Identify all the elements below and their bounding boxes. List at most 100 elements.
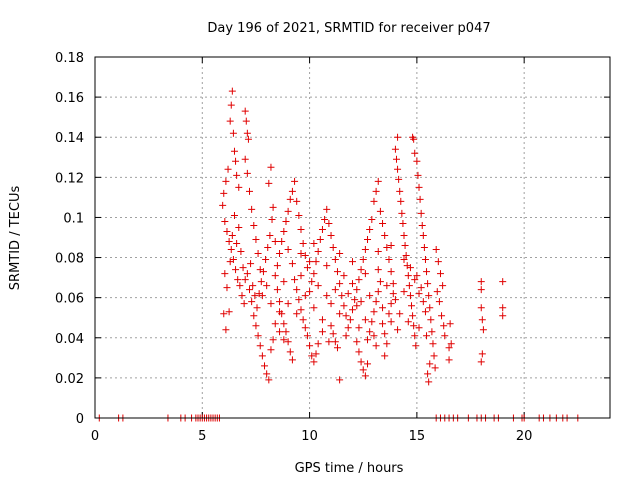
data-point bbox=[312, 258, 320, 266]
data-point bbox=[415, 324, 423, 332]
data-point bbox=[364, 336, 372, 344]
data-point bbox=[413, 157, 421, 165]
data-point bbox=[221, 270, 229, 278]
data-point bbox=[273, 262, 281, 270]
data-point bbox=[227, 246, 235, 254]
data-point bbox=[411, 149, 419, 157]
data-point bbox=[355, 348, 363, 356]
data-point bbox=[253, 304, 261, 312]
data-point bbox=[323, 262, 331, 270]
data-point bbox=[381, 352, 389, 360]
data-point bbox=[336, 280, 344, 288]
data-point bbox=[273, 286, 281, 294]
data-point bbox=[246, 187, 253, 195]
data-point bbox=[420, 244, 428, 252]
data-point bbox=[355, 276, 363, 284]
data-point bbox=[391, 296, 399, 304]
chart-title: Day 196 of 2021, SRMTID for receiver p04… bbox=[207, 21, 490, 36]
data-point bbox=[344, 324, 352, 332]
data-point bbox=[333, 344, 341, 352]
data-point bbox=[297, 250, 305, 258]
data-point bbox=[368, 318, 376, 326]
data-point bbox=[431, 364, 439, 372]
data-point bbox=[370, 308, 378, 316]
data-point bbox=[264, 244, 272, 252]
y-tick-label: 0.16 bbox=[55, 91, 84, 106]
data-point bbox=[301, 324, 309, 332]
data-point bbox=[366, 225, 374, 233]
data-point bbox=[357, 358, 365, 366]
data-point bbox=[333, 268, 341, 276]
data-point bbox=[226, 117, 234, 125]
data-point bbox=[413, 272, 421, 280]
data-point bbox=[267, 346, 275, 354]
y-tick-label: 0.08 bbox=[55, 252, 84, 267]
data-point bbox=[391, 145, 399, 153]
data-point bbox=[421, 308, 429, 316]
data-point bbox=[387, 318, 395, 326]
data-point bbox=[396, 310, 404, 318]
data-point bbox=[423, 332, 431, 340]
data-point bbox=[395, 175, 403, 183]
data-point bbox=[336, 310, 344, 318]
data-point bbox=[310, 240, 318, 248]
data-point bbox=[336, 250, 344, 258]
data-point bbox=[323, 292, 331, 300]
data-point bbox=[402, 252, 410, 260]
data-point bbox=[405, 282, 413, 290]
data-point bbox=[237, 248, 245, 256]
data-point bbox=[303, 264, 311, 272]
data-point bbox=[499, 304, 507, 312]
x-tick-label: 20 bbox=[516, 429, 533, 444]
data-point bbox=[286, 195, 294, 203]
data-point bbox=[284, 207, 292, 215]
data-point bbox=[366, 328, 374, 336]
data-point bbox=[361, 270, 369, 278]
data-point bbox=[228, 231, 236, 239]
data-point bbox=[424, 280, 432, 288]
data-point bbox=[222, 326, 230, 334]
data-point bbox=[398, 209, 406, 217]
data-point bbox=[306, 342, 314, 350]
data-point bbox=[445, 356, 453, 364]
data-point bbox=[230, 211, 238, 219]
x-tick-label: 5 bbox=[198, 429, 206, 444]
data-point bbox=[235, 183, 243, 191]
data-point bbox=[392, 155, 400, 163]
data-point bbox=[293, 310, 301, 318]
data-point bbox=[299, 316, 307, 324]
data-point bbox=[267, 163, 275, 171]
data-point bbox=[426, 304, 434, 312]
data-point bbox=[308, 352, 316, 360]
data-point bbox=[288, 260, 296, 268]
data-point bbox=[478, 350, 486, 358]
data-point bbox=[310, 270, 318, 278]
data-point bbox=[229, 129, 237, 137]
data-point bbox=[499, 278, 507, 286]
data-point bbox=[415, 290, 423, 298]
data-point bbox=[426, 360, 434, 368]
data-point bbox=[376, 278, 384, 286]
data-point bbox=[400, 256, 408, 264]
data-point bbox=[441, 332, 449, 340]
data-point bbox=[409, 312, 417, 320]
data-point bbox=[250, 312, 258, 320]
data-point bbox=[266, 231, 274, 239]
data-point bbox=[241, 107, 249, 115]
y-tick-label: 0.04 bbox=[55, 332, 84, 347]
data-point bbox=[247, 260, 255, 268]
data-point bbox=[252, 322, 260, 330]
data-point bbox=[346, 316, 354, 324]
data-point bbox=[314, 248, 322, 256]
data-point bbox=[361, 372, 369, 380]
data-point bbox=[280, 227, 288, 235]
data-point bbox=[411, 332, 419, 340]
data-point bbox=[252, 236, 260, 244]
data-point bbox=[291, 276, 299, 284]
data-point bbox=[223, 227, 231, 235]
data-point bbox=[314, 340, 322, 348]
data-point bbox=[349, 258, 356, 266]
data-point bbox=[404, 272, 412, 280]
data-point bbox=[429, 340, 437, 348]
data-point bbox=[241, 276, 249, 284]
